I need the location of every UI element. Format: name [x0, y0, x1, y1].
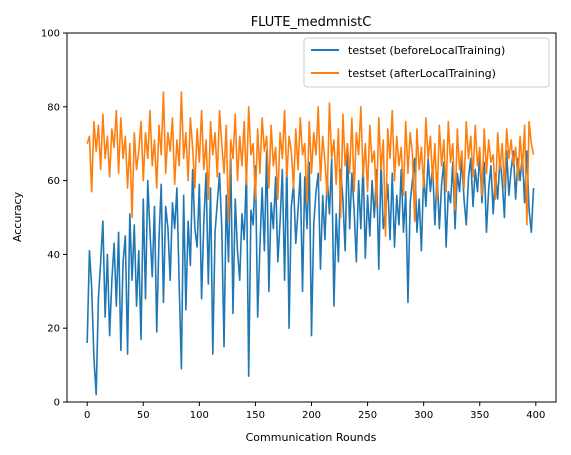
series-line-before: [86, 142, 535, 396]
y-tick-label: 20: [47, 324, 60, 335]
legend-box: [303, 37, 550, 88]
legend-label-before: testset (beforeLocalTraining): [348, 44, 505, 57]
x-tick-label: 250: [358, 410, 377, 421]
x-tick-label: 200: [302, 410, 321, 421]
x-tick-label: 300: [414, 410, 433, 421]
y-axis-label: Accuracy: [11, 191, 24, 242]
legend-label-after: testset (afterLocalTraining): [348, 67, 496, 80]
y-tick-label: 40: [47, 250, 60, 261]
x-tick-label: 150: [246, 410, 265, 421]
chart-title: FLUTE_medmnistC: [251, 15, 372, 30]
y-tick-label: 100: [41, 29, 60, 40]
series-line-after: [86, 91, 535, 237]
x-tick-label: 400: [526, 410, 545, 421]
y-axis: 0 20 40 60 80 100: [41, 29, 67, 409]
x-tick-label: 50: [137, 410, 150, 421]
y-tick-label: 0: [54, 398, 60, 409]
y-tick-label: 60: [47, 176, 60, 187]
x-tick-label: 0: [84, 410, 90, 421]
x-axis: 0 50 100 150 200 250 300 350 400: [84, 402, 545, 421]
legend: testset (beforeLocalTraining) testset (a…: [303, 37, 550, 88]
series-layer: [86, 91, 535, 396]
x-tick-label: 100: [190, 410, 209, 421]
x-tick-label: 350: [470, 410, 489, 421]
x-axis-label: Communication Rounds: [246, 431, 377, 444]
y-tick-label: 80: [47, 102, 60, 113]
